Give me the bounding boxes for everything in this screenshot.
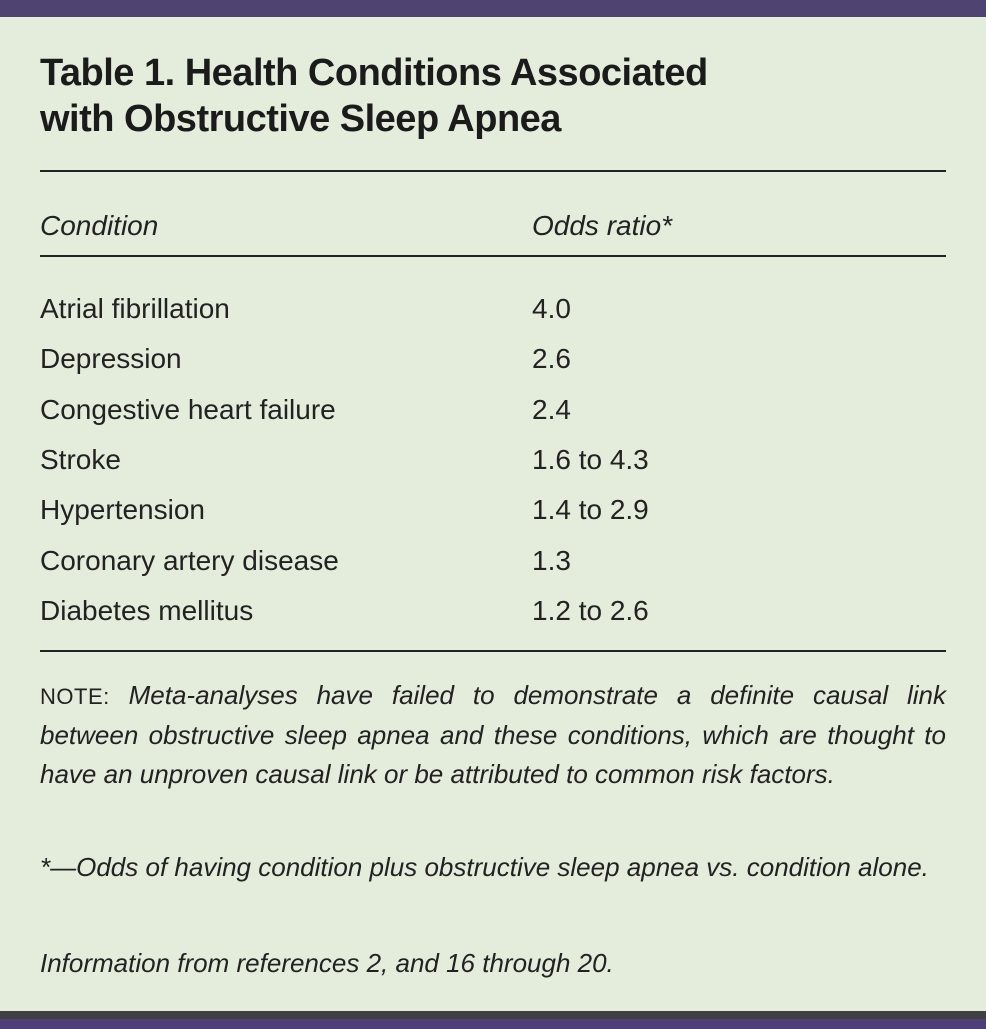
table-row: Coronary artery disease 1.3: [40, 535, 946, 585]
odds-ratio-cell: 1.3: [532, 544, 571, 576]
table-row: Hypertension 1.4 to 2.9: [40, 485, 946, 535]
condition-cell: Congestive heart failure: [40, 393, 336, 425]
note-label: NOTE:: [40, 684, 110, 709]
table-row: Diabetes mellitus 1.2 to 2.6: [40, 586, 946, 636]
odds-ratio-cell: 2.4: [532, 393, 571, 425]
odds-ratio-cell: 4.0: [532, 293, 571, 325]
condition-cell: Stroke: [40, 444, 121, 476]
odds-ratio-cell: 1.2 to 2.6: [532, 594, 649, 626]
odds-ratio-footnote: *—Odds of having condition plus obstruct…: [40, 852, 929, 882]
table-title-line-2: with Obstructive Sleep Apnea: [40, 98, 561, 140]
header-divider: [40, 255, 946, 257]
table-title-line-1: Table 1. Health Conditions Associated: [40, 52, 708, 94]
bottom-accent-bar: [0, 1019, 986, 1029]
condition-cell: Depression: [40, 343, 182, 375]
condition-cell: Diabetes mellitus: [40, 594, 254, 626]
table-panel: [24, 38, 986, 1011]
table-row: Atrial fibrillation 4.0: [40, 284, 946, 334]
bottom-shadow-bar: [0, 1011, 986, 1019]
title-divider: [40, 170, 946, 172]
condition-cell: Atrial fibrillation: [40, 293, 230, 325]
condition-cell: Hypertension: [40, 494, 205, 526]
table-bottom-divider: [40, 650, 946, 652]
table-title: Table 1. Health Conditions Associated wi…: [40, 50, 708, 142]
odds-ratio-cell: 1.4 to 2.9: [532, 494, 649, 526]
column-header-condition: Condition: [40, 210, 159, 241]
note-text: Meta-analyses have failed to demonstrate…: [40, 680, 946, 789]
column-header-odds-ratio: Odds ratio*: [532, 210, 673, 241]
table-body: Atrial fibrillation 4.0 Depression 2.6 C…: [40, 284, 946, 636]
table-row: Depression 2.6: [40, 334, 946, 384]
odds-ratio-cell: 2.6: [532, 343, 571, 375]
table-note: NOTE: Meta-analyses have failed to demon…: [40, 676, 946, 794]
condition-cell: Coronary artery disease: [40, 544, 339, 576]
table-row: Stroke 1.6 to 4.3: [40, 435, 946, 485]
top-accent-bar: [0, 0, 986, 17]
source-citation: Information from references 2, and 16 th…: [40, 948, 614, 978]
odds-ratio-cell: 1.6 to 4.3: [532, 444, 649, 476]
table-row: Congestive heart failure 2.4: [40, 385, 946, 435]
